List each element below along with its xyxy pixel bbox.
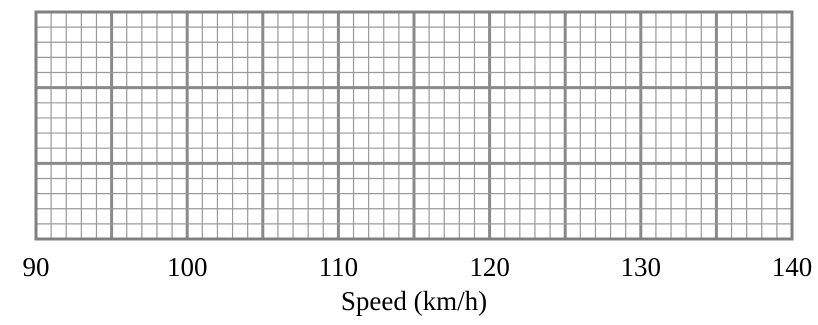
x-tick-label: 100: [167, 252, 208, 282]
plot-frame: [34, 10, 794, 241]
x-tick-label: 120: [469, 252, 510, 282]
x-tick-label: 140: [772, 252, 813, 282]
x-tick-label: 90: [23, 252, 50, 282]
chart-grid: [34, 10, 794, 241]
x-tick-labels: 90 100 110 120 130 140: [23, 252, 813, 282]
x-tick-label: 130: [621, 252, 662, 282]
x-axis-label: Speed (km/h): [341, 286, 487, 316]
x-tick-label: 110: [319, 252, 359, 282]
